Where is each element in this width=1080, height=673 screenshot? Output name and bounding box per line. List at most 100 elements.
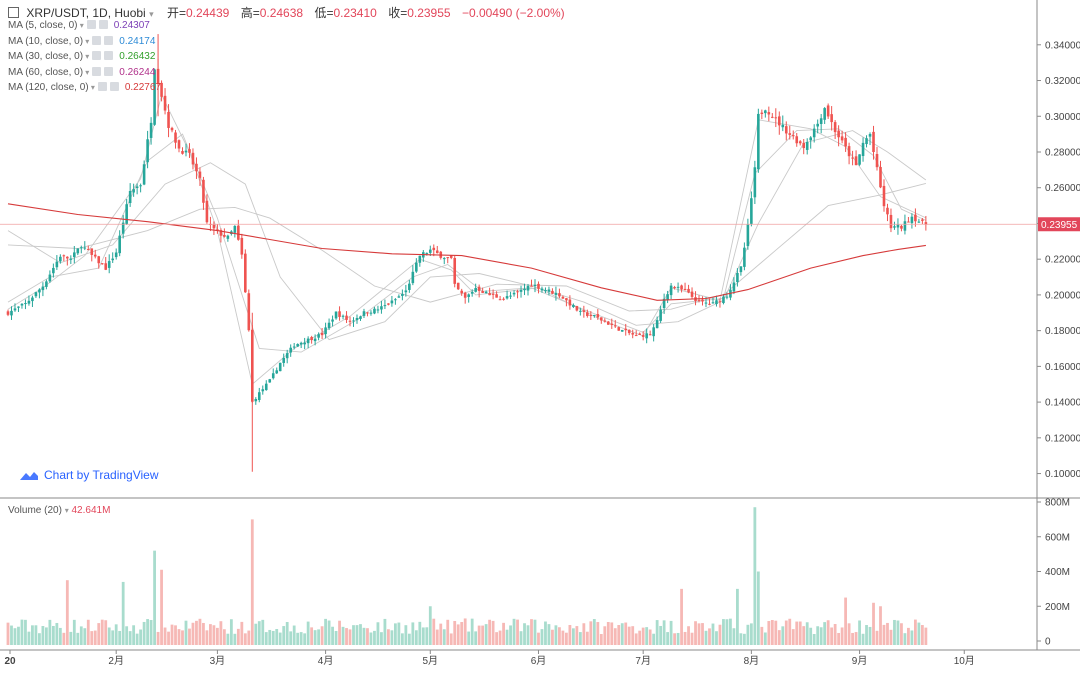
- volume-bar: [261, 619, 265, 645]
- volume-bar: [243, 633, 247, 645]
- close-icon[interactable]: [104, 35, 114, 45]
- settings-icon[interactable]: [86, 20, 96, 29]
- candle-body: [362, 311, 366, 316]
- volume-bar: [662, 620, 666, 645]
- candle-body: [338, 311, 341, 317]
- candle-body: [401, 293, 404, 296]
- volume-bar: [767, 621, 771, 645]
- volume-bar: [27, 631, 31, 645]
- candle-body: [718, 301, 722, 303]
- volume-bar: [160, 569, 163, 645]
- candle-body: [676, 286, 680, 288]
- volume-bar: [156, 631, 160, 645]
- candle-body: [100, 263, 104, 265]
- volume-bar: [97, 623, 101, 645]
- volume-bar: [603, 626, 607, 645]
- candle-body: [432, 247, 436, 251]
- time-tick-label: 5月: [423, 655, 439, 667]
- candle-body: [271, 373, 275, 379]
- time-tick-label: 7月: [635, 655, 651, 667]
- candle-body: [704, 302, 708, 304]
- volume-bar: [907, 627, 910, 645]
- last-price-label: 0.23955: [1041, 220, 1078, 231]
- ma30-line: [7, 130, 927, 341]
- ma-legend-row[interactable]: MA (5, close, 0) ▾ 0.24307: [8, 20, 150, 31]
- candle-body: [327, 322, 331, 329]
- ma-legend-row[interactable]: MA (60, close, 0) ▾ 0.26244: [8, 66, 155, 78]
- volume-bar: [205, 630, 209, 645]
- candle-body: [868, 134, 872, 137]
- volume-bar: [617, 625, 621, 645]
- ma-legend-value: 0.22767: [124, 82, 161, 93]
- volume-tick-label: 800M: [1045, 498, 1070, 509]
- settings-icon[interactable]: [92, 66, 102, 76]
- ma-legend-label: MA (30, close, 0): [8, 51, 84, 62]
- chevron-down-icon[interactable]: ▾: [83, 67, 90, 77]
- candle-body: [914, 214, 917, 222]
- ma-legend-row[interactable]: MA (10, close, 0) ▾ 0.24174: [8, 35, 155, 47]
- volume-bar: [404, 625, 408, 645]
- candle-body: [589, 315, 593, 317]
- volume-bar: [484, 624, 488, 645]
- candle-body: [833, 122, 837, 133]
- volume-bar: [708, 628, 711, 645]
- ma-legend-value: 0.24307: [113, 20, 150, 31]
- volume-bar: [90, 631, 94, 645]
- close-icon[interactable]: [104, 66, 114, 76]
- candle-body: [282, 357, 286, 363]
- chevron-down-icon[interactable]: ▾: [64, 506, 69, 515]
- candle-body: [784, 126, 788, 134]
- symbol-title[interactable]: XRP/USDT, 1D, Huobi: [26, 6, 146, 20]
- candle-body: [659, 309, 662, 321]
- low-label: 低=: [314, 6, 334, 20]
- candle-body: [114, 252, 118, 258]
- settings-icon[interactable]: [97, 82, 107, 91]
- candle-body: [45, 281, 48, 287]
- volume-bar: [303, 633, 307, 645]
- candle-body: [216, 229, 219, 231]
- collapse-icon[interactable]: [8, 7, 19, 18]
- volume-bar: [854, 632, 858, 645]
- chevron-down-icon[interactable]: ▾: [149, 9, 154, 19]
- candle-body: [791, 135, 795, 137]
- volume-bar: [435, 629, 439, 645]
- candle-body: [24, 303, 27, 305]
- candle-body: [48, 274, 52, 282]
- candle-body: [586, 312, 589, 316]
- chevron-down-icon[interactable]: ▾: [83, 52, 90, 61]
- volume-bar: [886, 622, 889, 645]
- settings-icon[interactable]: [92, 51, 102, 60]
- close-icon[interactable]: [104, 51, 114, 60]
- candle-body: [582, 310, 586, 312]
- low-value: 0.23410: [333, 6, 377, 20]
- tradingview-watermark[interactable]: Chart by TradingView: [20, 468, 159, 482]
- ma-legend-row[interactable]: MA (30, close, 0) ▾ 0.26432: [8, 51, 155, 62]
- candle-body: [603, 320, 607, 322]
- volume-bar: [400, 633, 404, 645]
- chevron-down-icon[interactable]: ▾: [88, 83, 95, 92]
- volume-bar: [170, 624, 174, 645]
- high-value: 0.24638: [259, 6, 304, 20]
- volume-bar: [86, 619, 90, 645]
- volume-bar: [362, 627, 366, 645]
- volume-bar: [34, 625, 38, 645]
- volume-bar: [149, 620, 153, 645]
- volume-bar: [659, 625, 663, 645]
- candle-body: [453, 258, 457, 284]
- settings-icon[interactable]: [92, 35, 102, 45]
- close-icon[interactable]: [109, 82, 119, 91]
- volume-bar: [732, 628, 736, 645]
- chevron-down-icon[interactable]: ▾: [77, 21, 84, 30]
- ma-legend-label: MA (120, close, 0): [8, 82, 89, 93]
- candle-body: [645, 333, 648, 339]
- volume-legend[interactable]: Volume (20) ▾ 42.641M: [8, 505, 110, 516]
- volume-bar: [523, 623, 526, 645]
- ma-legend-row[interactable]: MA (120, close, 0) ▾ 0.22767: [8, 82, 161, 93]
- candle-body: [474, 287, 477, 292]
- close-icon[interactable]: [98, 20, 108, 29]
- chevron-down-icon[interactable]: ▾: [83, 36, 90, 46]
- volume-bar: [568, 624, 572, 645]
- volume-bar: [875, 630, 879, 645]
